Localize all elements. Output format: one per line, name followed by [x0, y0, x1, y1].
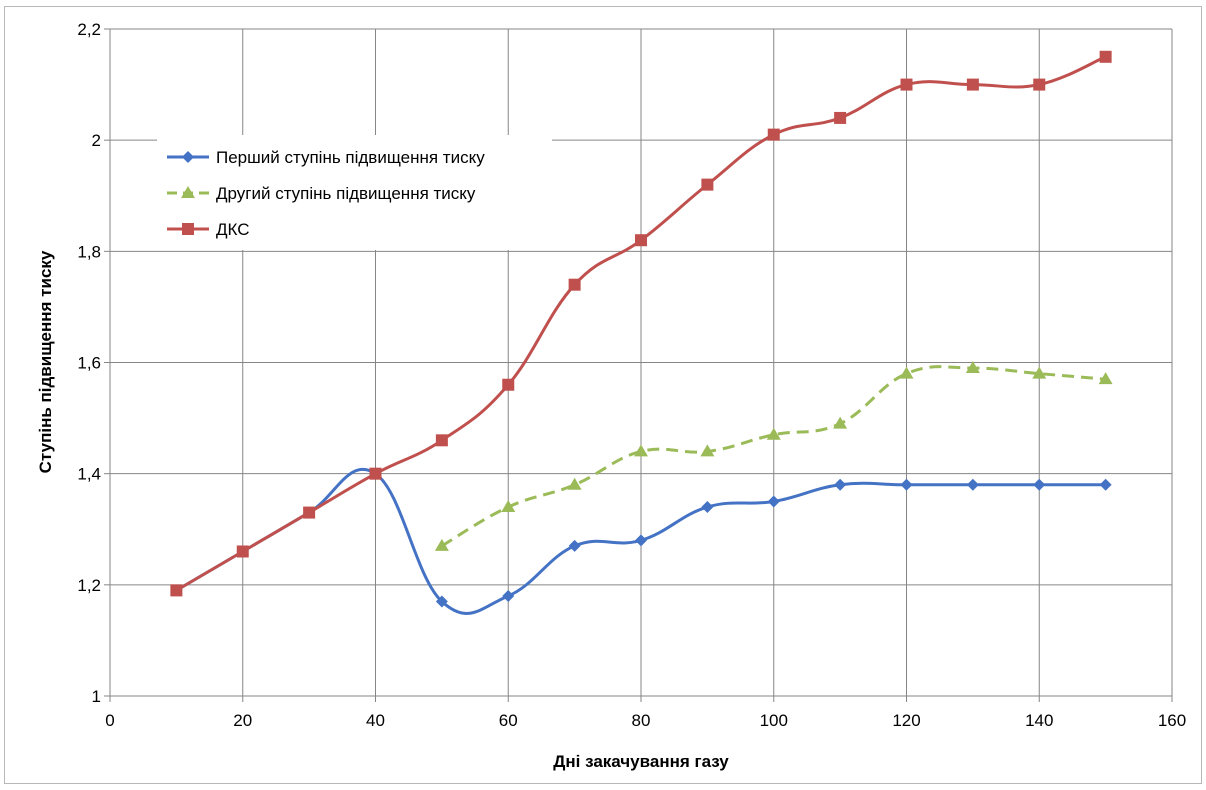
data-point	[502, 378, 515, 391]
x-tick-label: 100	[760, 711, 788, 730]
legend: Перший ступінь підвищення тиску Другий ст…	[157, 135, 552, 250]
data-point	[966, 78, 979, 91]
x-tick-label: 80	[632, 711, 651, 730]
x-tick-label: 120	[892, 711, 920, 730]
axes: 0 20 40 60 80 100 120 140 160 1 1,2 1,4 1,6 1,8 2 2,2	[77, 20, 1186, 730]
data-point	[635, 534, 647, 547]
data-point	[634, 444, 648, 457]
series-line	[441, 365, 1106, 548]
data-point	[635, 234, 647, 247]
y-axis-title: Ступінь підвищення тиску	[36, 250, 55, 473]
data-point	[501, 500, 516, 513]
y-tick-label: 1,6	[77, 354, 101, 373]
data-point	[1033, 478, 1046, 491]
data-point	[900, 478, 913, 491]
y-tick-label: 2,2	[77, 20, 101, 39]
x-tick-label: 60	[499, 711, 518, 730]
data-point	[1033, 78, 1046, 91]
data-point	[965, 361, 980, 374]
data-point	[567, 477, 582, 490]
data-point	[766, 427, 781, 440]
y-tick-label: 1,2	[77, 576, 101, 595]
series-3	[170, 50, 1112, 597]
x-tick-label: 140	[1025, 711, 1053, 730]
data-point	[435, 595, 448, 608]
legend-background	[157, 135, 552, 250]
data-point	[303, 506, 316, 519]
data-point	[834, 478, 847, 491]
legend-marker	[181, 186, 195, 198]
data-point	[700, 444, 715, 457]
data-point	[900, 78, 913, 91]
data-point	[834, 111, 847, 124]
data-point	[502, 589, 515, 602]
data-point	[1099, 50, 1112, 63]
y-tick-label: 1,8	[77, 242, 101, 261]
data-point	[568, 278, 581, 291]
legend-item: Другий ступінь підвищення тиску	[167, 184, 476, 203]
data-point	[1099, 478, 1112, 491]
legend-label: Другий ступінь підвищення тиску	[216, 184, 476, 203]
series-layer	[170, 50, 1113, 615]
data-point	[899, 366, 914, 379]
data-point	[833, 416, 848, 429]
legend-marker	[182, 223, 194, 235]
x-tick-label: 160	[1158, 711, 1186, 730]
legend-item: Перший ступінь підвищення тиску	[167, 148, 485, 167]
legend-marker	[182, 151, 194, 163]
x-tick-label: 40	[366, 711, 385, 730]
data-point	[435, 434, 448, 447]
data-point	[170, 584, 183, 597]
data-point	[568, 539, 581, 552]
legend-label: Перший ступінь підвищення тиску	[216, 148, 485, 167]
data-point	[236, 545, 249, 558]
data-point	[701, 178, 714, 191]
data-point	[1098, 372, 1113, 385]
data-point	[434, 538, 449, 551]
data-point	[1032, 366, 1047, 379]
data-point	[701, 501, 714, 514]
y-tick-label: 2	[92, 131, 101, 150]
data-point	[966, 478, 979, 491]
x-tick-label: 20	[233, 711, 252, 730]
data-point	[767, 128, 780, 141]
x-tick-label: 0	[105, 711, 114, 730]
series-2	[434, 361, 1113, 551]
data-point	[369, 467, 382, 480]
series-line	[175, 467, 1106, 615]
y-tick-label: 1	[92, 687, 101, 706]
data-point	[767, 495, 780, 508]
legend-label: ДКС	[216, 220, 250, 239]
legend-item: ДКС	[167, 220, 250, 239]
y-tick-label: 1,4	[77, 465, 101, 484]
x-axis-title: Дні закачування газу	[553, 752, 729, 771]
grid-lines	[110, 28, 1173, 696]
